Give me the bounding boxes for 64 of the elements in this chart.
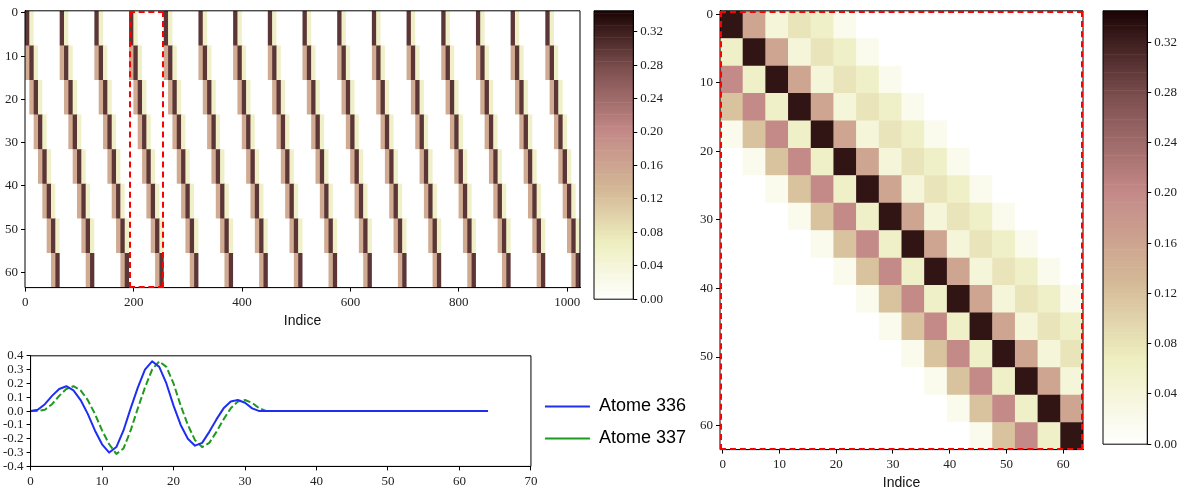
y-tick-label: 10 [5, 47, 18, 63]
x-tick-label: 20 [167, 472, 181, 488]
y-tick-label: 0.0 [7, 402, 24, 418]
y-tick-label: 60 [5, 263, 18, 279]
y-tick-label: -0.2 [2, 430, 24, 446]
x-tick-label: 400 [232, 293, 252, 309]
x-tick-label: 50 [999, 455, 1013, 471]
legend-label: Atome 337 [598, 427, 687, 448]
x-tick-label: 0 [719, 455, 727, 471]
y-tick-label: 40 [700, 279, 713, 295]
y-tick-label: 0.2 [7, 374, 24, 390]
legend-label: Atome 336 [598, 395, 687, 416]
y-tick-label: -0.4 [2, 457, 25, 473]
x-axis-title: Indice [882, 474, 921, 491]
y-tick-label: 40 [5, 177, 18, 193]
x-tick-label: 10 [95, 472, 109, 488]
y-tick-label: 20 [5, 90, 18, 106]
y-tick-label: 0.3 [7, 361, 24, 377]
color-bar-label: 0.16 [1154, 234, 1178, 250]
x-tick-label: 1000 [554, 293, 581, 309]
color-bar-label: 0.12 [1154, 284, 1177, 300]
color-bar-label: 0.28 [640, 56, 663, 72]
color-bar-label: 0.04 [640, 257, 664, 273]
y-tick-label: -0.3 [2, 444, 24, 459]
color-bar-label: 0.04 [1154, 385, 1178, 401]
y-tick-label: 0 [11, 4, 18, 20]
y-tick-label: 30 [5, 134, 18, 150]
y-tick-label: 60 [700, 417, 713, 433]
x-tick-label: 50 [381, 472, 395, 488]
y-tick-label: 10 [700, 74, 713, 90]
x-tick-label: 30 [886, 455, 900, 471]
color-bar-label: 0.16 [640, 156, 664, 172]
x-tick-label: 60 [452, 472, 466, 488]
x-tick-label: 10 [773, 455, 787, 471]
x-tick-label: 600 [340, 293, 361, 309]
y-tick-label: 50 [700, 348, 713, 364]
color-bar-label: 0.24 [1154, 134, 1178, 150]
color-bar-label: 0.32 [1154, 33, 1177, 49]
color-bar-label: 0.08 [640, 223, 663, 239]
color-bar-label: 0.20 [640, 123, 663, 139]
color-bar-label: 0.00 [640, 290, 663, 306]
color-bar-label: 0.28 [1154, 83, 1177, 99]
y-tick-label: 30 [700, 211, 713, 227]
x-tick-label: 200 [123, 293, 144, 309]
y-tick-label: 0.1 [7, 388, 24, 404]
y-tick-label: 0 [706, 5, 713, 21]
x-tick-label: 40 [943, 455, 957, 471]
color-bar-label: 0.08 [1154, 335, 1177, 351]
y-tick-label: 50 [5, 220, 18, 236]
x-tick-label: 800 [449, 293, 469, 309]
x-tick-label: 40 [310, 472, 323, 488]
x-axis-title: Indice [283, 312, 322, 329]
y-tick-label: 20 [700, 142, 713, 158]
color-bar-label: 0.24 [640, 90, 664, 105]
x-tick-label: 60 [1056, 455, 1070, 471]
color-bar-label: 0.00 [1154, 435, 1177, 451]
x-tick-label: 70 [524, 472, 538, 488]
color-bar-label: 0.32 [640, 23, 663, 39]
x-tick-label: 20 [829, 455, 843, 471]
x-tick-label: 30 [238, 472, 252, 488]
y-tick-label: 0.4 [7, 347, 25, 363]
y-tick-label: -0.1 [2, 416, 24, 432]
color-bar-label: 0.20 [1154, 184, 1177, 200]
color-bar-label: 0.12 [640, 190, 663, 206]
